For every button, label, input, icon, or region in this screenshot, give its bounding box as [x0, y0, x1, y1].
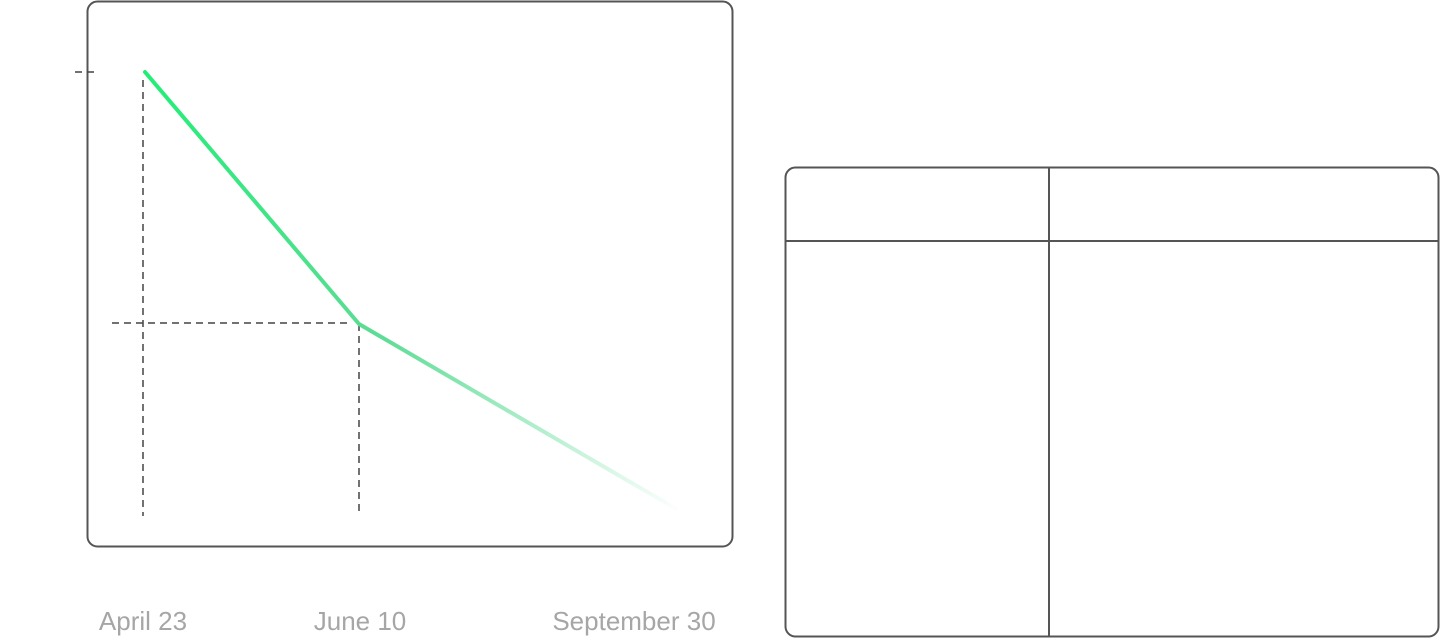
side-table — [784, 166, 1440, 638]
x-tick-labels: April 23 June 10 September 30 — [99, 606, 716, 636]
chart-frame — [86, 0, 734, 548]
x-tick-label: June 10 — [314, 606, 407, 636]
table-frame — [784, 166, 1440, 638]
series-line — [143, 70, 707, 528]
series-group — [143, 70, 707, 528]
guide-lines — [75, 71, 360, 516]
x-tick-label: September 30 — [552, 606, 715, 636]
x-tick-label: April 23 — [99, 606, 187, 636]
